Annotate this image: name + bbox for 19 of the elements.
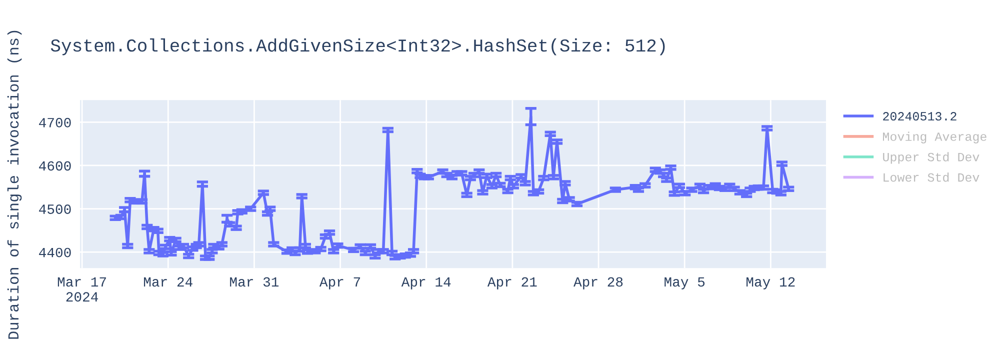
x-tick-label: Mar 17 2024 — [58, 277, 106, 302]
y-tick-label: 4500 — [39, 204, 71, 214]
legend-label: Lower Std Dev — [884, 172, 980, 182]
chart-title: System.Collections.AddGivenSize<Int32>.HashSet(Size: 512) — [50, 38, 665, 56]
legend-label: Upper Std Dev — [883, 152, 980, 164]
y-tick-label: 4400 — [39, 248, 71, 258]
legend-label: 20240513.2 — [883, 112, 956, 121]
x-tick-label: May 12 — [746, 277, 795, 290]
x-tick-label: Apr 7 — [319, 277, 360, 290]
y-tick-label: 4700 — [39, 118, 71, 128]
x-tick-label: Mar 24 — [144, 277, 192, 287]
x-tick-label: Mar 31 — [230, 277, 279, 287]
y-axis-title: Duration of single invocation (ns) — [7, 30, 22, 339]
y-tick-label: 4600 — [39, 161, 71, 171]
x-tick-label: May 5 — [664, 277, 705, 290]
x-tick-label: Apr 28 — [574, 277, 623, 290]
legend-label: Moving Average — [882, 132, 986, 144]
x-tick-label: Apr 21 — [487, 277, 537, 290]
x-tick-label: Apr 14 — [401, 277, 451, 290]
